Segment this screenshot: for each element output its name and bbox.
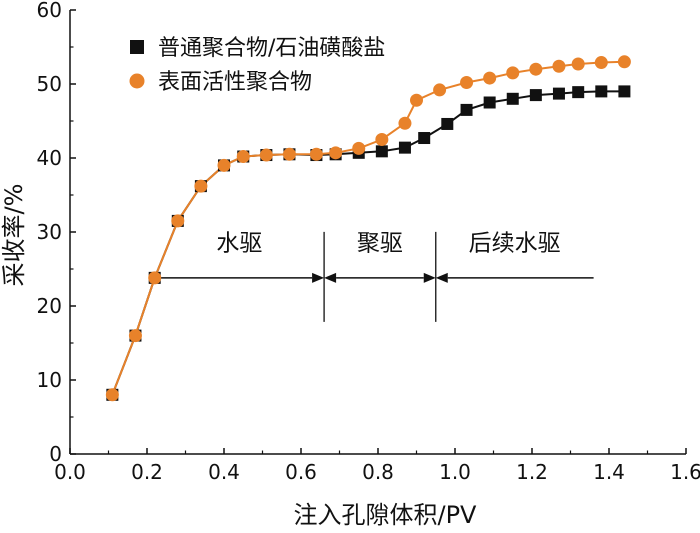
data-point-circle bbox=[105, 388, 119, 402]
phase-label: 后续水驱 bbox=[469, 231, 561, 257]
y-tick-label: 40 bbox=[37, 146, 62, 170]
legend-marker-circle bbox=[129, 73, 145, 89]
data-point-square bbox=[506, 92, 519, 105]
phase-labels: 水驱 聚驱 后续水驱 bbox=[216, 231, 560, 257]
x-tick-label: 0.4 bbox=[208, 460, 240, 484]
x-axis-title: 注入孔隙体积/PV bbox=[294, 501, 478, 529]
data-point-square bbox=[460, 103, 473, 116]
x-tick-label: 0.2 bbox=[131, 460, 163, 484]
phase-label: 聚驱 bbox=[357, 231, 403, 257]
data-point-circle bbox=[128, 329, 142, 343]
x-tick-label: 0.6 bbox=[285, 460, 317, 484]
phase-arrow-head bbox=[435, 272, 448, 283]
data-point-circle bbox=[194, 179, 208, 193]
data-point-square bbox=[418, 132, 431, 145]
axes: 0 10 20 30 40 50 60 0.0 0.2 0.4 0.6 0.8 1.0 1.2 1.4 1.6 bbox=[37, 0, 700, 484]
y-axis-title: 采收率/% bbox=[0, 184, 28, 287]
y-tick-label: 0 bbox=[49, 442, 62, 466]
data-point-square bbox=[552, 87, 565, 100]
data-point-circle bbox=[433, 83, 447, 97]
data-point-circle bbox=[282, 147, 296, 161]
y-tick-label: 20 bbox=[37, 294, 62, 318]
data-point-circle bbox=[375, 133, 389, 146]
data-point-circle bbox=[460, 76, 474, 90]
data-point-square bbox=[595, 85, 608, 98]
y-tick-label: 30 bbox=[37, 220, 62, 244]
data-point-square bbox=[529, 89, 542, 102]
x-tick-label: 1.0 bbox=[439, 460, 471, 484]
data-point-circle bbox=[483, 71, 497, 85]
series-markers bbox=[105, 55, 631, 402]
phase-arrow-head bbox=[423, 272, 436, 283]
data-point-circle bbox=[398, 116, 412, 130]
y-tick-label: 50 bbox=[37, 72, 62, 96]
data-point-square bbox=[375, 145, 388, 158]
series-lines bbox=[111, 60, 625, 396]
phase-dividers bbox=[323, 231, 437, 322]
data-point-circle bbox=[594, 56, 608, 70]
data-point-circle bbox=[329, 146, 343, 160]
phase-arrows bbox=[154, 272, 594, 283]
y-tick-label: 60 bbox=[37, 0, 62, 22]
x-tick-label: 1.2 bbox=[516, 460, 548, 484]
data-point-circle bbox=[410, 93, 423, 107]
data-point-square bbox=[618, 85, 631, 98]
data-point-circle bbox=[148, 271, 162, 285]
phase-label: 水驱 bbox=[216, 231, 262, 257]
legend-label: 表面活性聚合物 bbox=[158, 70, 312, 95]
phase-arrow-head bbox=[312, 272, 325, 283]
data-point-circle bbox=[617, 55, 631, 69]
data-point-circle bbox=[309, 147, 323, 161]
data-point-square bbox=[483, 96, 496, 109]
data-point-circle bbox=[529, 62, 543, 76]
data-point-square bbox=[572, 86, 585, 99]
x-tick-label: 0.0 bbox=[54, 460, 86, 484]
x-tick-label: 1.4 bbox=[593, 460, 625, 484]
legend-marker-square bbox=[130, 40, 144, 54]
data-point-square bbox=[398, 141, 411, 154]
data-point-circle bbox=[259, 148, 273, 162]
data-point-circle bbox=[236, 150, 250, 164]
x-tick-label: 0.8 bbox=[362, 460, 394, 484]
x-tick-label: 1.6 bbox=[670, 460, 700, 484]
data-point-circle bbox=[352, 141, 366, 155]
phase-arrow-head bbox=[324, 272, 337, 283]
data-point-circle bbox=[506, 66, 520, 80]
data-point-square bbox=[441, 117, 454, 130]
series-line bbox=[111, 60, 625, 396]
legend-label: 普通聚合物/石油磺酸盐 bbox=[158, 36, 385, 61]
data-point-circle bbox=[217, 158, 231, 172]
data-point-circle bbox=[171, 214, 185, 228]
data-point-circle bbox=[571, 57, 585, 71]
data-point-circle bbox=[552, 59, 566, 73]
y-tick-label: 10 bbox=[37, 368, 62, 392]
